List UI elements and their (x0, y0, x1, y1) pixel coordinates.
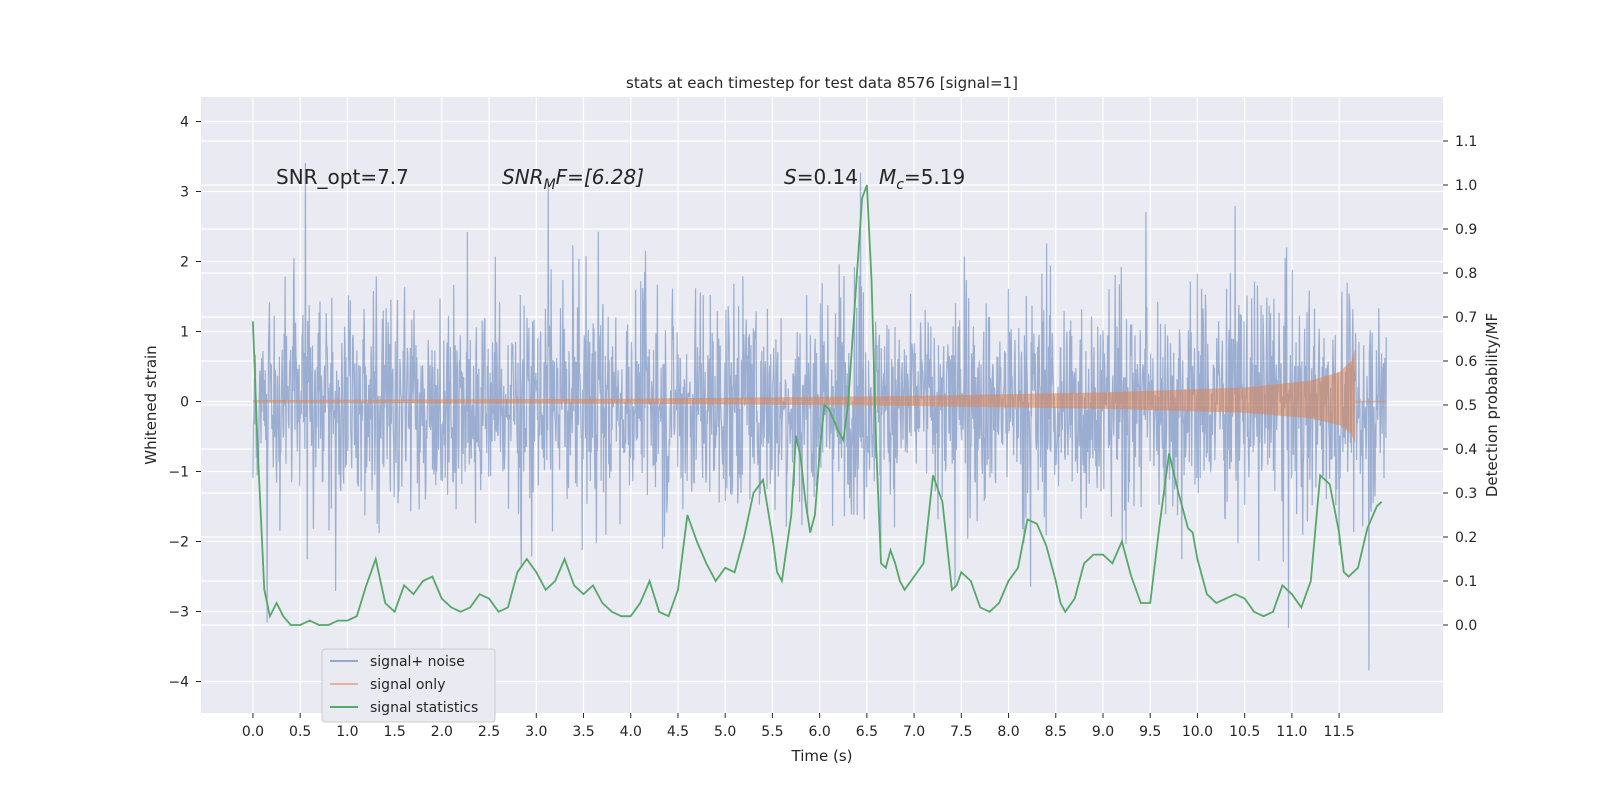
y-right-tick-label: 0.1 (1455, 574, 1477, 590)
x-tick-label: 3.0 (525, 724, 547, 740)
annotation-mc-value: =5.19 (904, 165, 965, 189)
legend-box (321, 648, 496, 723)
legend: signal+ noise signal only signal statist… (321, 648, 496, 723)
annotation-mc-sub: c (896, 177, 904, 193)
annotation-snr-opt: SNR_opt=7.7 (276, 165, 409, 189)
y-left-tick-label: 0 (180, 395, 189, 411)
legend-label-signal-noise: signal+ noise (370, 654, 465, 670)
y-right-tick-label: 0.7 (1455, 310, 1477, 326)
x-tick-label: 9.5 (1139, 724, 1161, 740)
x-axis-label: Time (s) (791, 747, 853, 765)
x-tick-label: 2.0 (431, 724, 453, 740)
chart-title: stats at each timestep for test data 857… (626, 74, 1018, 92)
y-axis-right-label: Detection probability/MF (1483, 313, 1501, 497)
annotation-s-value: =0.14 (797, 165, 858, 189)
x-tick-label: 0.0 (242, 724, 264, 740)
legend-label-signal-statistics: signal statistics (370, 700, 478, 716)
x-tick-label: 0.5 (289, 724, 311, 740)
y-right-tick-label: 1.0 (1455, 178, 1477, 194)
x-tick-label: 11.0 (1276, 724, 1307, 740)
annotation-s-var: S (784, 165, 797, 189)
y-left-tick-label: 1 (180, 325, 189, 341)
x-tick-label: 9.0 (1092, 724, 1114, 740)
y-right-tick-label: 0.0 (1455, 618, 1477, 634)
x-tick-label: 4.5 (667, 724, 689, 740)
annotation-mc-var: M (879, 165, 896, 189)
y-right-tick-label: 0.2 (1455, 530, 1477, 546)
x-tick-label: 10.0 (1182, 724, 1213, 740)
y-right-tick-label: 0.3 (1455, 486, 1477, 502)
annotation-snr-mf: SNRMF=[6.28] (502, 165, 644, 193)
y-right-tick-label: 0.5 (1455, 398, 1477, 414)
x-tick-label: 6.0 (809, 724, 831, 740)
y-axis-left-ticks: 4 3 2 1 0 −1 −2 −3 −4 (168, 115, 201, 691)
y-left-tick-label: −4 (168, 675, 189, 691)
y-right-tick-label: 0.8 (1455, 266, 1477, 282)
series-signal-noise (252, 162, 1387, 671)
x-tick-label: 4.0 (620, 724, 642, 740)
y-left-tick-label: −3 (168, 605, 189, 621)
x-tick-label: 7.5 (950, 724, 972, 740)
x-tick-label: 5.5 (761, 724, 783, 740)
signal-noise-line (252, 162, 1387, 671)
y-left-tick-label: 3 (180, 185, 189, 201)
x-tick-label: 6.5 (856, 724, 878, 740)
x-tick-label: 7.0 (903, 724, 925, 740)
y-left-tick-label: −1 (168, 465, 189, 481)
x-tick-label: 3.5 (572, 724, 594, 740)
legend-label-signal-only: signal only (370, 677, 445, 693)
series-signal-only (252, 349, 1387, 444)
annotation-snr-mf-sub: M (544, 177, 556, 193)
y-right-tick-label: 1.1 (1455, 134, 1477, 150)
annotation-snr-mf-prefix: SNR (502, 165, 544, 189)
y-left-tick-label: 2 (180, 255, 189, 271)
x-axis-ticks: 0.0 0.5 1.0 1.5 2.0 2.5 3.0 3.5 4.0 4.5 5.0 5.5 6.0 6… (242, 713, 1355, 740)
annotation-s: S=0.14 (784, 165, 858, 189)
x-tick-label: 5.0 (714, 724, 736, 740)
y-left-tick-label: 4 (180, 115, 189, 131)
y-right-tick-label: 0.4 (1455, 442, 1477, 458)
y-right-tick-label: 0.6 (1455, 354, 1477, 370)
series-signal-statistics (252, 184, 1383, 626)
y-left-tick-label: −2 (168, 535, 189, 551)
x-tick-label: 10.5 (1229, 724, 1260, 740)
x-tick-label: 8.0 (997, 724, 1019, 740)
y-axis-left-label: Whitened strain (142, 345, 160, 464)
y-right-tick-label: 0.9 (1455, 222, 1477, 238)
x-tick-label: 1.5 (383, 724, 405, 740)
annotation-mc: Mc=5.19 (879, 165, 965, 193)
x-tick-label: 2.5 (478, 724, 500, 740)
x-tick-label: 11.5 (1324, 724, 1355, 740)
x-tick-label: 8.5 (1045, 724, 1067, 740)
signal-only-band (252, 349, 1356, 444)
signal-statistics-line (252, 184, 1383, 626)
x-tick-label: 1.0 (336, 724, 358, 740)
y-axis-right-ticks: 1.1 1.0 0.9 0.8 0.7 0.6 0.5 0.4 0.3 0.2 0.1 0.0 (1443, 134, 1477, 634)
annotation-snr-mf-rest: F=[6.28] (556, 165, 644, 189)
